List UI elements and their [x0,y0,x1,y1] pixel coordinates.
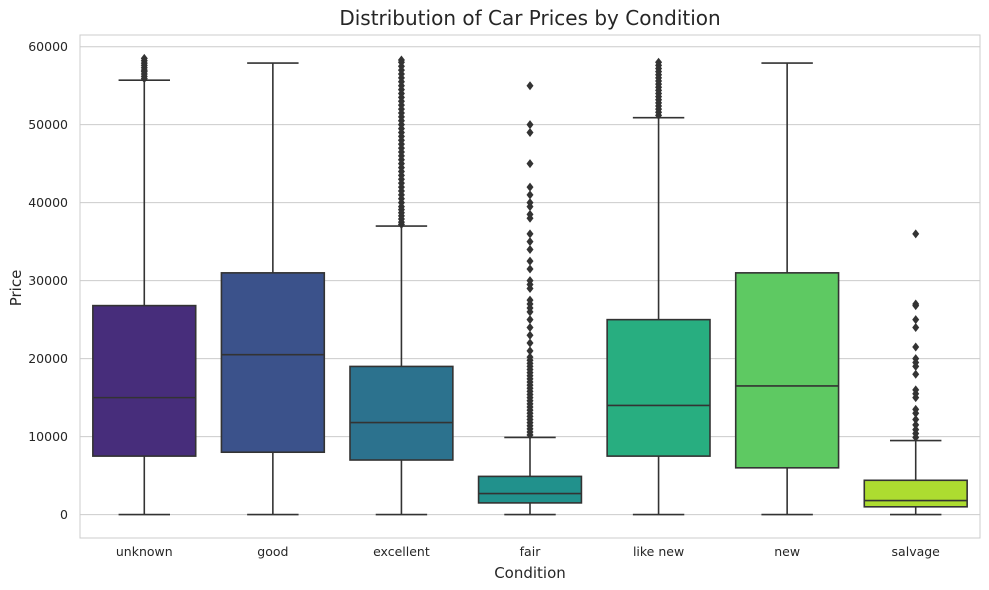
outlier-point [526,182,534,192]
y-tick-label: 50000 [28,117,68,132]
y-tick-label: 30000 [28,273,68,288]
box-group [220,62,326,516]
outlier-point [526,315,534,325]
outlier-point [912,404,920,414]
y-tick-label: 60000 [28,39,68,54]
plot-frame [79,34,981,539]
box-group [92,53,197,516]
outlier-point [526,81,534,91]
plot-area: 0 10000 20000 30000 40000 50000 60000 unknown g… [28,34,981,559]
outlier-point [140,53,148,63]
x-tick-label: like new [633,544,684,559]
outlier-point [912,315,920,325]
y-tick-label: 10000 [28,429,68,444]
iqr-box [220,272,326,454]
iqr-box [863,479,968,508]
y-axis-ticks: 0 10000 20000 30000 40000 50000 60000 [28,39,68,522]
iqr-box [606,318,711,457]
outlier-point [912,342,920,352]
chart-title: Distribution of Car Prices by Condition [339,6,720,30]
x-tick-label: good [257,544,288,559]
x-axis-label: Condition [494,564,566,582]
x-tick-label: unknown [116,544,173,559]
outlier-point [526,190,534,200]
outlier-point [526,198,534,208]
outlier-point [526,295,534,305]
box-group [606,57,711,516]
outlier-point [526,237,534,247]
boxes [92,53,968,516]
box-group [349,55,454,516]
outlier-point [526,229,534,239]
outlier-point [526,322,534,332]
outlier-point [912,229,920,239]
outlier-point [526,338,534,348]
box-group [863,229,968,516]
outlier-point [526,209,534,219]
x-tick-label: salvage [892,544,941,559]
outlier-point [526,264,534,274]
outlier-point [526,159,534,169]
outlier-point [912,369,920,379]
outlier-point [526,352,534,362]
iqr-box [92,304,197,457]
y-axis-label: Price [7,270,25,307]
outlier-point [912,420,920,430]
x-axis-ticks: unknown good excellent fair like new new salva… [116,544,940,559]
outlier-point [912,425,920,435]
x-tick-label: fair [520,544,542,559]
outlier-point [526,256,534,266]
outlier-point [526,244,534,254]
x-tick-label: new [774,544,800,559]
y-tick-label: 0 [60,507,68,522]
outlier-point [912,322,920,332]
y-tick-label: 20000 [28,351,68,366]
outlier-point [526,120,534,130]
outlier-point [526,330,534,340]
outlier-point [912,299,920,309]
iqr-box [477,475,583,504]
outlier-point [912,414,920,424]
outlier-point [526,276,534,286]
iqr-box [734,272,840,469]
outlier-point [912,354,920,364]
x-tick-label: excellent [373,544,430,559]
outlier-point [912,385,920,395]
outlier-point [526,346,534,356]
box-group [734,62,840,516]
outlier-point [655,57,663,67]
outlier-point [397,55,405,65]
outlier-point [526,127,534,137]
y-tick-label: 40000 [28,195,68,210]
iqr-box [349,365,454,461]
box-group [477,81,583,516]
